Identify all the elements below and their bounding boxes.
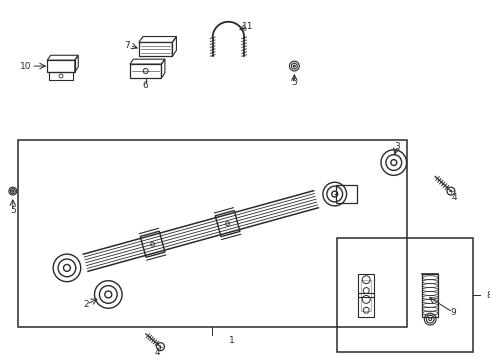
Bar xyxy=(49,72,73,80)
Bar xyxy=(139,42,172,56)
Bar xyxy=(336,185,357,203)
Text: 9: 9 xyxy=(450,308,456,317)
Text: 3: 3 xyxy=(394,142,400,151)
Text: 7: 7 xyxy=(124,41,130,50)
Text: 10: 10 xyxy=(20,62,31,71)
Text: 5: 5 xyxy=(292,78,297,87)
Bar xyxy=(358,293,374,317)
Bar xyxy=(130,64,161,78)
Text: 2: 2 xyxy=(84,300,90,309)
Bar xyxy=(361,280,371,311)
Text: 6: 6 xyxy=(143,81,148,90)
Text: 1: 1 xyxy=(228,336,234,345)
Text: 4: 4 xyxy=(155,348,160,357)
Text: 11: 11 xyxy=(243,22,254,31)
Text: 4: 4 xyxy=(452,193,458,202)
Bar xyxy=(337,238,472,352)
Text: 5: 5 xyxy=(10,206,16,215)
Bar xyxy=(422,274,438,317)
Bar xyxy=(358,274,374,297)
Text: 8: 8 xyxy=(487,291,490,300)
Bar xyxy=(18,140,407,327)
Bar xyxy=(47,60,75,72)
